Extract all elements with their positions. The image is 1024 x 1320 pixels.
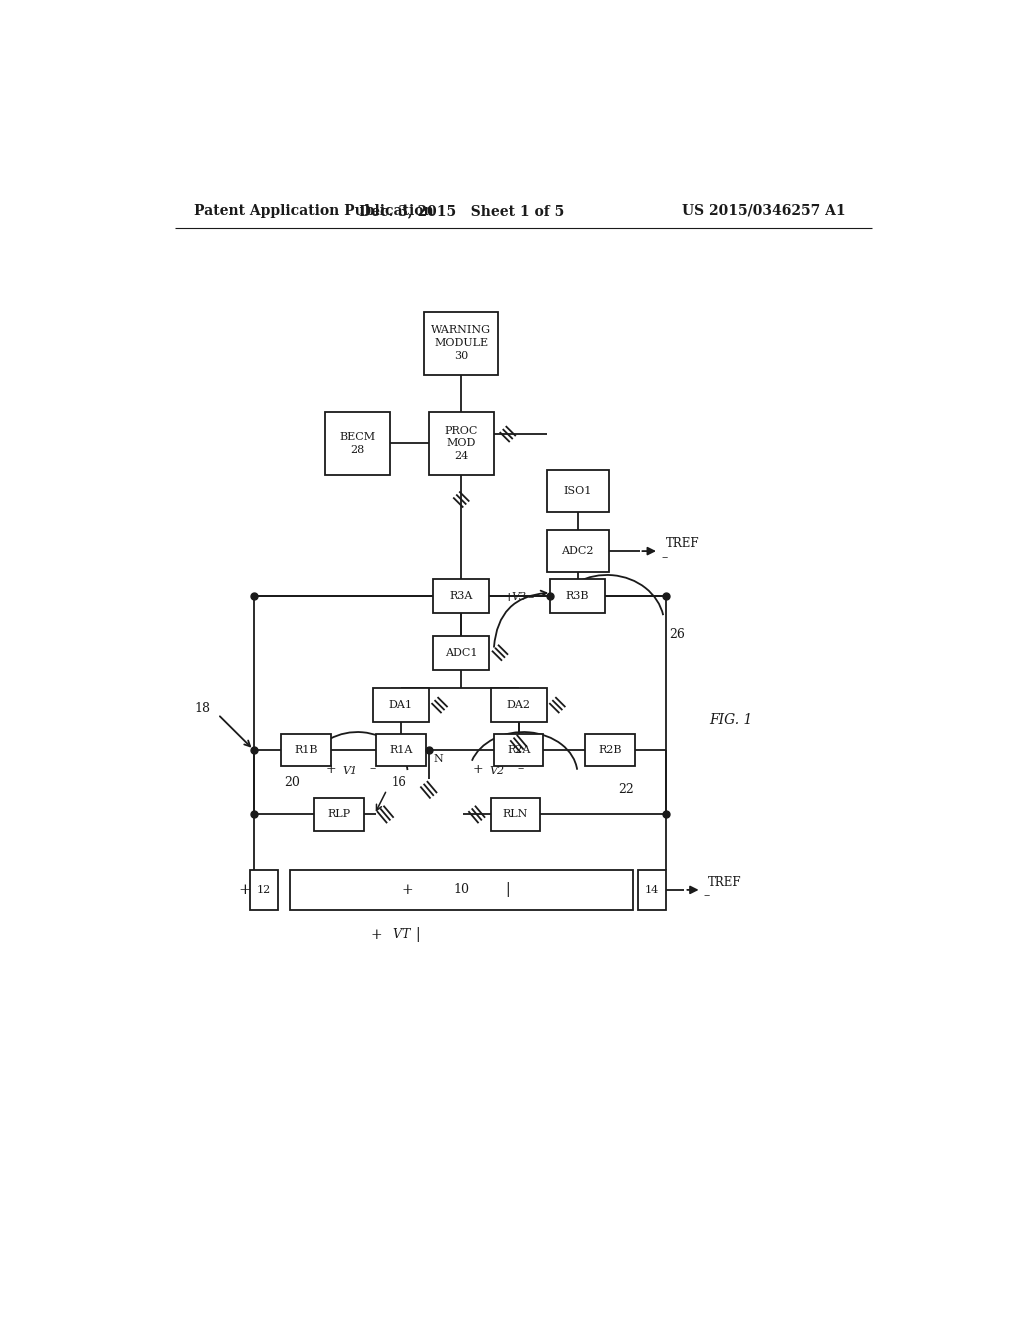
Bar	[282, 734, 331, 766]
Text: –: –	[527, 591, 534, 603]
Text: |: |	[506, 882, 510, 898]
Text: 16: 16	[391, 776, 407, 788]
Text: 20: 20	[285, 776, 300, 788]
Bar	[433, 578, 489, 612]
Bar	[494, 734, 544, 766]
Text: 26: 26	[669, 628, 685, 640]
Text: |: |	[416, 927, 420, 942]
Text: V2: V2	[489, 767, 505, 776]
Text: 22: 22	[617, 783, 634, 796]
Text: N: N	[433, 754, 443, 764]
Bar	[433, 636, 489, 669]
Bar	[638, 870, 666, 909]
Text: DA1: DA1	[389, 700, 413, 710]
Bar	[376, 734, 426, 766]
Bar	[290, 870, 633, 909]
Text: R3B: R3B	[565, 591, 589, 601]
Text: PROC
MOD
24: PROC MOD 24	[444, 425, 478, 461]
Text: R2B: R2B	[598, 744, 622, 755]
Text: +: +	[238, 883, 251, 896]
Bar	[424, 312, 499, 375]
Text: Patent Application Publication: Patent Application Publication	[194, 203, 433, 218]
Text: FIG. 1: FIG. 1	[710, 714, 753, 727]
Text: BECM
28: BECM 28	[339, 432, 376, 454]
Text: V: V	[392, 928, 401, 941]
Text: V1: V1	[342, 767, 357, 776]
Text: T: T	[401, 928, 410, 941]
Text: 14: 14	[645, 884, 659, 895]
Text: RLN: RLN	[503, 809, 528, 820]
Text: WARNING
MODULE
30: WARNING MODULE 30	[431, 326, 492, 360]
Text: R2A: R2A	[507, 744, 530, 755]
Text: RLP: RLP	[328, 809, 350, 820]
Bar	[490, 799, 541, 830]
Text: –: –	[662, 552, 668, 565]
Text: TREF: TREF	[666, 537, 699, 550]
Text: –: –	[369, 763, 375, 776]
Text: V3: V3	[512, 593, 527, 602]
Text: +: +	[371, 928, 382, 941]
Text: ISO1: ISO1	[563, 486, 592, 496]
Text: 12: 12	[256, 884, 270, 895]
Bar	[586, 734, 635, 766]
Text: DA2: DA2	[507, 700, 530, 710]
Text: +: +	[503, 591, 514, 603]
Bar	[550, 578, 605, 612]
Text: R3A: R3A	[450, 591, 473, 601]
Text: +: +	[401, 883, 413, 896]
Text: R1B: R1B	[295, 744, 318, 755]
Text: Dec. 3, 2015   Sheet 1 of 5: Dec. 3, 2015 Sheet 1 of 5	[358, 203, 564, 218]
Text: –: –	[703, 890, 710, 903]
Text: 10: 10	[454, 883, 469, 896]
Text: +: +	[326, 763, 336, 776]
Bar	[250, 870, 278, 909]
Bar	[314, 799, 364, 830]
Bar	[547, 470, 608, 512]
Bar	[547, 531, 608, 572]
Text: ADC2: ADC2	[561, 546, 594, 556]
Text: R1A: R1A	[389, 744, 413, 755]
Bar	[325, 412, 390, 475]
Bar	[429, 412, 494, 475]
Text: 18: 18	[195, 702, 210, 714]
Bar	[490, 688, 547, 722]
Text: US 2015/0346257 A1: US 2015/0346257 A1	[682, 203, 846, 218]
Text: ADC1: ADC1	[445, 648, 477, 657]
Text: TREF: TREF	[708, 876, 741, 890]
Text: +: +	[473, 763, 483, 776]
Text: –: –	[517, 763, 523, 776]
Bar	[373, 688, 429, 722]
